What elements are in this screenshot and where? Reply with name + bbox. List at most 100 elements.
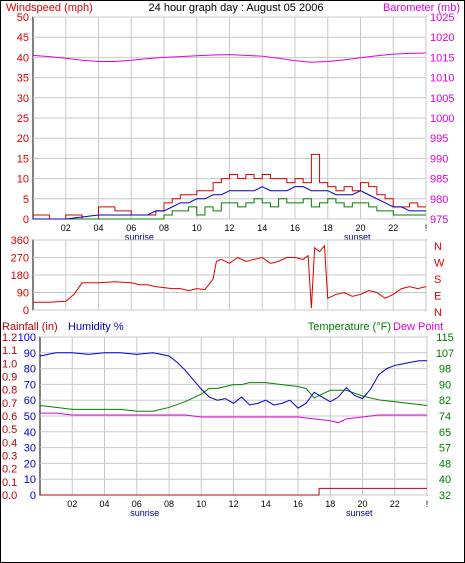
rainfall-tick-label: 0.5: [2, 424, 17, 436]
rainfall-tick-label: 0.3: [2, 451, 17, 463]
rainfall-tick-label: 0.6: [2, 411, 17, 423]
windspeed-tick-label: 45: [17, 32, 29, 44]
compass-label: W: [434, 258, 445, 270]
humidity-tick-label: 60: [24, 395, 36, 407]
sunrise-label: sunrise: [125, 232, 154, 242]
windspeed-tick-label: 35: [17, 73, 29, 85]
x-tick-label: 10: [196, 499, 206, 509]
barometer-tick-label: 1005: [430, 93, 454, 105]
dewpoint-line: [40, 412, 427, 424]
compass-label: N: [434, 241, 442, 253]
barometer-tick-label: 985: [430, 174, 448, 186]
windspeed-tick-label: 25: [17, 113, 29, 125]
humidity-tick-label: 30: [24, 443, 36, 455]
x-tick-label: 14: [261, 499, 271, 509]
rainfall-tick-label: 0.0: [2, 490, 17, 502]
humidity-tick-label: 10: [24, 474, 36, 486]
humidity-tick-label: 70: [24, 379, 36, 391]
x-tick-label: 22: [388, 223, 398, 233]
rainfall-axis-title: Rainfall (in): [2, 321, 58, 333]
temperature-tick-label: 40: [439, 474, 451, 486]
barometer-tick-label: 975: [430, 214, 448, 226]
x-tick-label: 18: [325, 499, 335, 509]
compass-label: E: [434, 291, 441, 303]
humidity-tick-label: 80: [24, 364, 36, 376]
barometer-tick-label: 980: [430, 194, 448, 206]
sunrise-label: sunrise: [130, 508, 159, 518]
humidity-tick-label: 100: [18, 332, 36, 344]
temperature-tick-label: 57: [439, 443, 451, 455]
barometer-tick-label: 995: [430, 133, 448, 145]
temperature-tick-label: 90: [439, 379, 451, 391]
rainfall-tick-label: 0.4: [2, 437, 17, 449]
windspeed-green-line: [33, 198, 426, 220]
temperature-tick-label: 74: [439, 411, 451, 423]
dewpoint-axis-title: Dew Point: [393, 321, 443, 333]
barometer-tick-label: 990: [430, 153, 448, 165]
x-tick-label: 16: [290, 223, 300, 233]
x-tick-label: 18: [323, 223, 333, 233]
windspeed-tick-label: 20: [17, 133, 29, 145]
x-tick-label: !: [426, 499, 429, 509]
temperature-tick-label: 98: [439, 364, 451, 376]
temperature-line: [39, 382, 428, 412]
x-tick-label: !: [425, 223, 428, 233]
x-tick-label: 02: [67, 499, 77, 509]
rainfall-line: [40, 487, 427, 496]
humidity-line: [39, 352, 427, 409]
chart-title: 24 hour graph day : August 05 2006: [149, 2, 324, 14]
x-tick-label: 08: [164, 499, 174, 509]
compass-label: S: [434, 274, 441, 286]
x-tick-label: 06: [132, 499, 142, 509]
humidity-tick-label: 20: [24, 458, 36, 470]
direction-tick-label: 270: [11, 253, 29, 265]
x-tick-label: 12: [224, 223, 234, 233]
x-tick-label: 04: [93, 223, 103, 233]
direction-tick-label: 360: [11, 235, 29, 247]
avg-wind-line: [33, 186, 426, 220]
x-tick-label: 10: [192, 223, 202, 233]
rainfall-tick-label: 0.9: [2, 372, 17, 384]
windspeed-tick-label: 0: [23, 214, 29, 226]
compass-label: N: [434, 307, 442, 319]
barometer-tick-label: 1025: [430, 12, 454, 24]
sunset-label: sunset: [344, 232, 371, 242]
windspeed-tick-label: 5: [23, 194, 29, 206]
rainfall-tick-label: 0.8: [2, 385, 17, 397]
temperature-tick-label: 115: [436, 332, 454, 344]
sunset-label: sunset: [346, 508, 373, 518]
wind-direction-line: [33, 244, 427, 309]
x-tick-label: 20: [357, 499, 367, 509]
temperature-tick-label: 48: [439, 458, 451, 470]
barometer-line: [32, 52, 427, 63]
windspeed-axis-title: Windspeed (mph): [6, 2, 93, 14]
x-tick-label: 04: [99, 499, 109, 509]
x-tick-label: 16: [293, 499, 303, 509]
x-tick-label: 06: [126, 223, 136, 233]
temperature-axis-title: Temperature (°F): [308, 321, 391, 333]
x-tick-label: 12: [228, 499, 238, 509]
direction-tick-label: 90: [17, 288, 29, 300]
barometer-tick-label: 1010: [430, 73, 454, 85]
windspeed-tick-label: 50: [17, 12, 29, 24]
humidity-tick-label: 50: [24, 411, 36, 423]
barometer-tick-label: 1015: [430, 52, 454, 64]
rainfall-tick-label: 1.0: [2, 358, 17, 370]
humidity-tick-label: 40: [24, 427, 36, 439]
x-tick-label: 14: [257, 223, 267, 233]
humidity-tick-label: 90: [24, 348, 36, 360]
humidity-axis-title: Humidity %: [68, 321, 124, 333]
temperature-tick-label: 32: [439, 490, 451, 502]
direction-tick-label: 180: [11, 270, 29, 282]
rainfall-tick-label: 1.1: [2, 345, 17, 357]
rainfall-tick-label: 0.7: [2, 398, 17, 410]
windspeed-tick-label: 40: [17, 52, 29, 64]
rainfall-tick-label: 0.2: [2, 464, 17, 476]
temperature-tick-label: 82: [439, 395, 451, 407]
barometer-tick-label: 1020: [430, 32, 454, 44]
barometer-tick-label: 1000: [430, 113, 454, 125]
rainfall-tick-label: 1.2: [2, 332, 17, 344]
windspeed-tick-label: 10: [17, 174, 29, 186]
x-tick-label: 20: [355, 223, 365, 233]
